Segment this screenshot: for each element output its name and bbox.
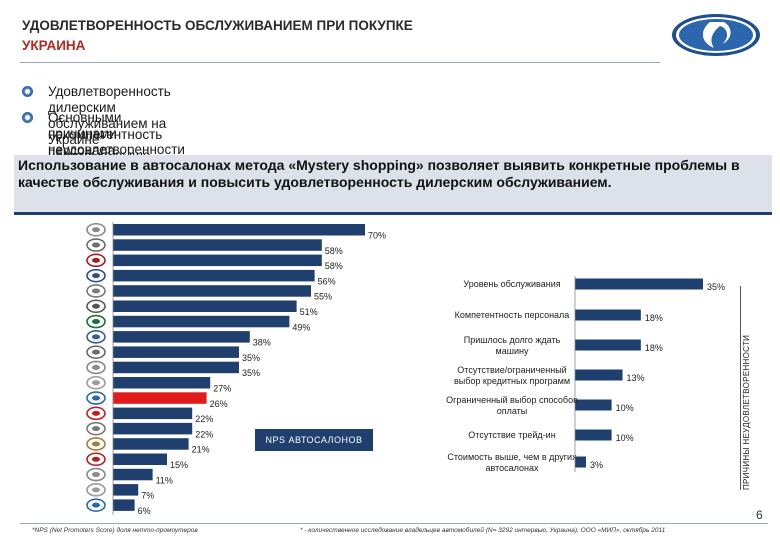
brand-logo-mark <box>92 349 100 355</box>
nps-value-label: 35% <box>242 368 260 378</box>
reason-category-label: выбор кредитных программ <box>454 376 570 386</box>
nps-value-label: 58% <box>325 246 343 256</box>
nps-value-label: 38% <box>253 338 271 348</box>
bullet-dot-icon <box>22 86 33 97</box>
reason-value-label: 35% <box>707 282 725 292</box>
nps-chart-label: NPS АВТОСАЛОНОВ <box>255 429 373 451</box>
reason-bar <box>575 278 703 290</box>
brand-logo-mark <box>92 273 100 279</box>
reason-category-label: автосалонах <box>486 463 539 473</box>
nps-bar <box>113 285 311 297</box>
brand-logo-mark <box>92 319 100 325</box>
brand-logo-mark <box>92 227 100 233</box>
nps-bar <box>113 269 315 282</box>
page-number: 6 <box>756 508 763 522</box>
reason-category-label: оплаты <box>497 406 528 416</box>
reason-category-label: машину <box>496 346 529 356</box>
reason-category-label: Компетентность персонала <box>455 310 570 320</box>
nps-bar <box>113 377 211 389</box>
brand-logo-mark <box>92 334 100 340</box>
reason-value-label: 10% <box>616 433 634 443</box>
reason-bar <box>575 456 586 468</box>
nps-value-label: 22% <box>195 414 213 424</box>
reason-category-label: Стоимость выше, чем в других <box>447 452 577 462</box>
nps-value-label: 58% <box>325 261 343 271</box>
header-divider <box>20 62 660 63</box>
nps-value-label: 11% <box>156 475 173 485</box>
nps-bar <box>113 499 135 511</box>
reason-category-label: Уровень обслуживания <box>463 279 560 289</box>
nps-value-label: 15% <box>170 460 188 470</box>
nps-value-label: 22% <box>195 429 213 439</box>
bullet-2-line-2: некомпетентность персонала. <box>48 127 163 158</box>
nps-value-label: 56% <box>318 276 336 286</box>
brand-logo-mark <box>92 395 100 401</box>
side-divider <box>740 286 741 490</box>
nps-bar <box>113 453 167 465</box>
nps-bar <box>113 331 250 343</box>
nps-bar <box>113 346 239 358</box>
nps-value-label: 35% <box>242 353 260 363</box>
brand-logo-mark <box>92 502 100 508</box>
nps-bar <box>113 468 153 481</box>
reason-value-label: 18% <box>645 313 663 323</box>
brand-logo-mark <box>92 288 100 294</box>
reason-bar <box>575 309 641 321</box>
nps-bar <box>113 392 207 404</box>
nps-bar <box>113 224 365 236</box>
brand-logo-mark <box>92 242 100 248</box>
page-title: УДОВЛЕТВОРЕННОСТЬ ОБСЛУЖИВАНИЕМ ПРИ ПОКУ… <box>22 18 413 33</box>
reason-bar <box>575 369 623 381</box>
nps-bar <box>113 484 139 496</box>
brand-logo-mark <box>92 472 100 478</box>
footnote-nps: *NPS (Net Promoters Score) доля нетто-пр… <box>32 527 198 534</box>
reason-value-label: 3% <box>590 460 603 470</box>
nps-bar <box>113 239 322 251</box>
footnote-source: * - количественное исследование владельц… <box>300 527 666 534</box>
brand-logo-mark <box>92 487 100 493</box>
brand-logo-mark <box>92 456 100 462</box>
nps-value-label: 55% <box>314 292 332 302</box>
brand-logo-mark <box>92 257 100 263</box>
nps-value-label: 6% <box>138 506 151 516</box>
reason-category-label: Отсутствие трейд-ин <box>468 430 555 440</box>
brand-logo-mark <box>92 441 100 447</box>
nps-bar <box>113 407 193 420</box>
nps-value-label: 49% <box>292 322 310 332</box>
nps-bar <box>113 300 297 312</box>
brand-logo-mark <box>92 380 100 386</box>
nps-value-label: 51% <box>300 307 318 317</box>
nps-bar <box>113 254 322 267</box>
reason-category-label: Отсутствие/ограниченный <box>457 365 566 375</box>
lada-logo <box>672 14 760 56</box>
reason-category-label: Пришлось долго ждать <box>464 335 561 345</box>
brand-logo-mark <box>92 410 100 416</box>
insight-banner-text: Использование в автосалонах метода «Myst… <box>18 157 740 190</box>
nps-bar <box>113 422 193 435</box>
reason-value-label: 18% <box>645 343 663 353</box>
brand-logo-mark <box>92 426 100 432</box>
brand-logo-mark <box>92 364 100 370</box>
nps-value-label: 21% <box>192 445 210 455</box>
page-subtitle: УКРАИНА <box>22 38 86 53</box>
reason-bar <box>575 429 612 441</box>
nps-bar <box>113 361 239 374</box>
nps-bar <box>113 315 290 328</box>
brand-logo-mark <box>92 303 100 309</box>
reason-bar <box>575 399 612 411</box>
reason-value-label: 13% <box>627 373 645 383</box>
insight-banner: Использование в автосалонах метода «Myst… <box>14 155 772 215</box>
nps-value-label: 70% <box>368 231 386 241</box>
nps-bar <box>113 438 189 450</box>
reason-category-label: Ограниченный выбор способов <box>446 395 578 405</box>
reasons-axis-label: ПРИЧИНЫ НЕУДОВЛЕТВОРЕННОСТИ <box>742 334 751 490</box>
bullet-dot-icon <box>22 112 33 123</box>
nps-value-label: 27% <box>213 384 231 394</box>
reason-bar <box>575 339 641 351</box>
footer-divider <box>20 523 768 524</box>
reason-value-label: 10% <box>616 403 634 413</box>
nps-value-label: 26% <box>210 399 228 409</box>
nps-value-label: 7% <box>141 491 154 501</box>
